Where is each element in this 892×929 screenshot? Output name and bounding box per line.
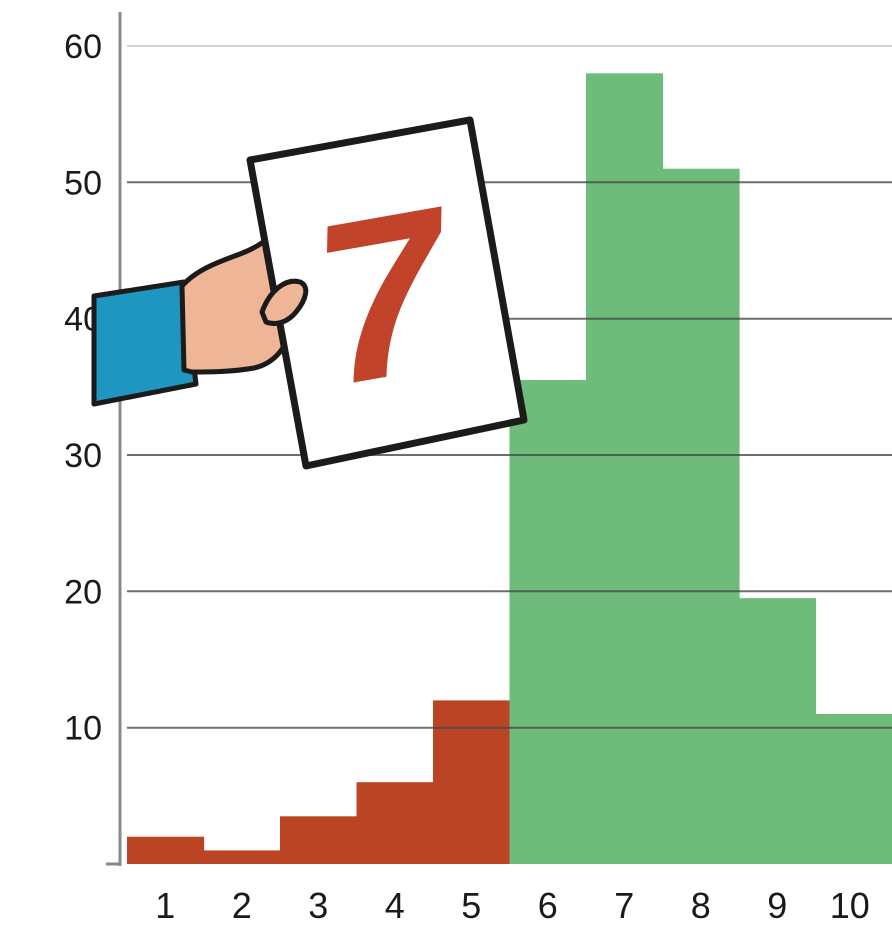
bar-6 — [509, 380, 587, 864]
bar-2 — [203, 850, 281, 864]
x-tick-label-9: 9 — [767, 885, 787, 926]
bar-7 — [586, 73, 664, 865]
thumb-shape — [259, 278, 309, 327]
x-tick-label-2: 2 — [232, 885, 252, 926]
x-tick-label-4: 4 — [385, 885, 405, 926]
y-tick-label-50: 50 — [64, 164, 102, 202]
x-tick-label-6: 6 — [538, 885, 558, 926]
x-tick-label-10: 10 — [830, 885, 870, 926]
x-tick-label-5: 5 — [461, 885, 481, 926]
x-tick-label-7: 7 — [614, 885, 634, 926]
bars-group — [127, 73, 892, 865]
y-tick-label-60: 60 — [64, 28, 102, 66]
bar-8 — [662, 168, 740, 864]
y-tick-label-30: 30 — [64, 437, 102, 475]
x-tick-label-3: 3 — [308, 885, 328, 926]
y-tick-label-10: 10 — [64, 710, 102, 748]
y-tick-label-20: 20 — [64, 573, 102, 611]
x-tick-labels: 1 2 3 4 5 6 7 8 9 10 — [155, 885, 870, 926]
bar-10 — [815, 714, 892, 864]
bar-9 — [739, 598, 817, 864]
bar-1 — [127, 836, 205, 864]
x-tick-label-8: 8 — [691, 885, 711, 926]
hand-holding-scorecard-illustration: 7 — [91, 116, 528, 470]
bar-3 — [280, 816, 358, 864]
bar-4 — [356, 782, 434, 864]
x-tick-label-1: 1 — [155, 885, 175, 926]
sleeve-shape — [91, 279, 199, 407]
bar-5 — [433, 700, 511, 864]
scorecard-card — [246, 116, 528, 470]
